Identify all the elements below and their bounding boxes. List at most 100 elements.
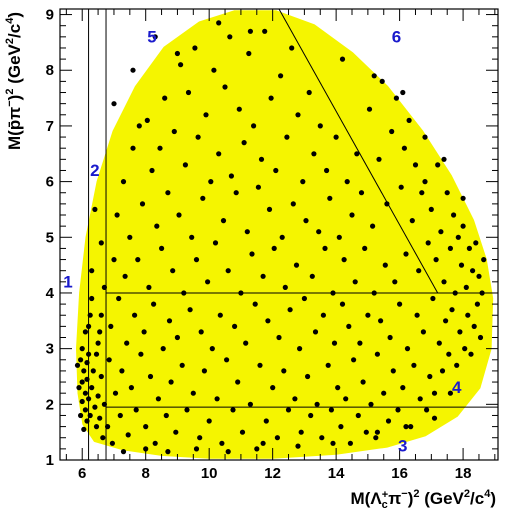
data-point	[365, 312, 371, 318]
data-point	[279, 234, 285, 240]
data-point	[108, 323, 114, 329]
data-point	[222, 84, 228, 90]
y-tick-label: 2	[46, 396, 54, 413]
data-point	[460, 195, 466, 201]
data-point	[81, 426, 87, 432]
data-point	[258, 156, 265, 162]
data-point	[335, 385, 341, 391]
data-point	[149, 167, 155, 174]
divider-line	[278, 8, 439, 294]
data-point	[305, 373, 311, 380]
data-point	[454, 362, 460, 368]
data-point	[316, 229, 322, 235]
data-point	[419, 190, 425, 196]
data-point	[247, 28, 253, 34]
data-point	[92, 404, 98, 410]
x-tick-label: 14	[328, 465, 345, 482]
data-point	[111, 101, 117, 107]
data-point	[408, 424, 414, 430]
data-point	[200, 195, 206, 201]
data-point	[187, 307, 193, 313]
data-point	[147, 373, 154, 380]
data-point	[417, 396, 423, 402]
phase-space-area	[75, 10, 494, 459]
data-point	[331, 340, 338, 346]
data-point	[303, 218, 309, 224]
data-point	[135, 257, 141, 263]
data-point	[125, 432, 131, 438]
data-point	[436, 340, 442, 346]
data-point	[220, 218, 227, 224]
data-point	[151, 301, 157, 307]
data-point	[184, 407, 190, 413]
data-point	[433, 257, 439, 263]
data-point	[400, 89, 406, 96]
phase-space-region	[75, 10, 494, 459]
data-point	[173, 429, 179, 435]
data-point	[139, 201, 146, 207]
data-point	[114, 212, 120, 218]
data-point	[430, 295, 436, 302]
data-point	[225, 449, 231, 455]
data-point	[90, 368, 96, 374]
data-point	[481, 257, 487, 263]
data-point	[389, 128, 395, 135]
data-point	[471, 323, 477, 329]
data-point	[330, 440, 336, 446]
data-point	[295, 443, 301, 449]
data-point	[143, 424, 149, 430]
data-point	[174, 50, 180, 57]
data-point	[420, 329, 426, 335]
data-point	[89, 295, 95, 302]
data-points	[74, 20, 487, 455]
data-point	[281, 368, 287, 374]
data-point	[462, 346, 468, 352]
data-point	[154, 223, 160, 229]
data-point	[130, 145, 136, 151]
data-point	[358, 190, 365, 196]
data-point	[193, 257, 200, 263]
data-point	[301, 295, 307, 302]
data-point	[339, 301, 346, 307]
data-point	[451, 212, 457, 218]
data-point	[343, 396, 349, 402]
data-point	[152, 34, 158, 40]
data-point	[98, 240, 104, 246]
data-point	[138, 351, 144, 357]
data-point	[216, 151, 222, 157]
data-point	[338, 424, 344, 430]
y-tick-label: 6	[46, 174, 54, 191]
data-point	[406, 117, 412, 123]
data-point	[289, 45, 295, 51]
data-point	[219, 440, 225, 446]
x-tick-label: 8	[142, 465, 150, 482]
data-point	[92, 206, 98, 212]
region-label-2: 2	[90, 161, 99, 180]
data-point	[197, 435, 203, 441]
data-point	[395, 407, 401, 413]
data-point	[460, 223, 466, 229]
data-point	[97, 329, 103, 335]
data-point	[370, 223, 376, 229]
data-point	[366, 106, 373, 112]
data-point	[217, 312, 223, 318]
data-point	[446, 351, 452, 357]
data-point	[119, 368, 125, 374]
data-point	[466, 245, 472, 251]
data-point	[106, 357, 112, 363]
data-point	[309, 273, 315, 279]
data-point	[74, 362, 81, 368]
data-point	[444, 190, 450, 196]
data-point	[246, 50, 252, 57]
plot-frame	[59, 8, 499, 461]
x-tick-label: 12	[264, 465, 281, 482]
x-axis-title: M(Λc+π−)2 (GeV2/c4)	[351, 488, 497, 511]
data-point	[95, 393, 101, 399]
data-point	[136, 123, 142, 129]
data-point	[403, 251, 409, 257]
data-point	[300, 179, 306, 185]
data-point	[165, 190, 171, 196]
data-point	[465, 312, 471, 318]
data-point	[474, 301, 480, 307]
data-point	[352, 279, 358, 285]
